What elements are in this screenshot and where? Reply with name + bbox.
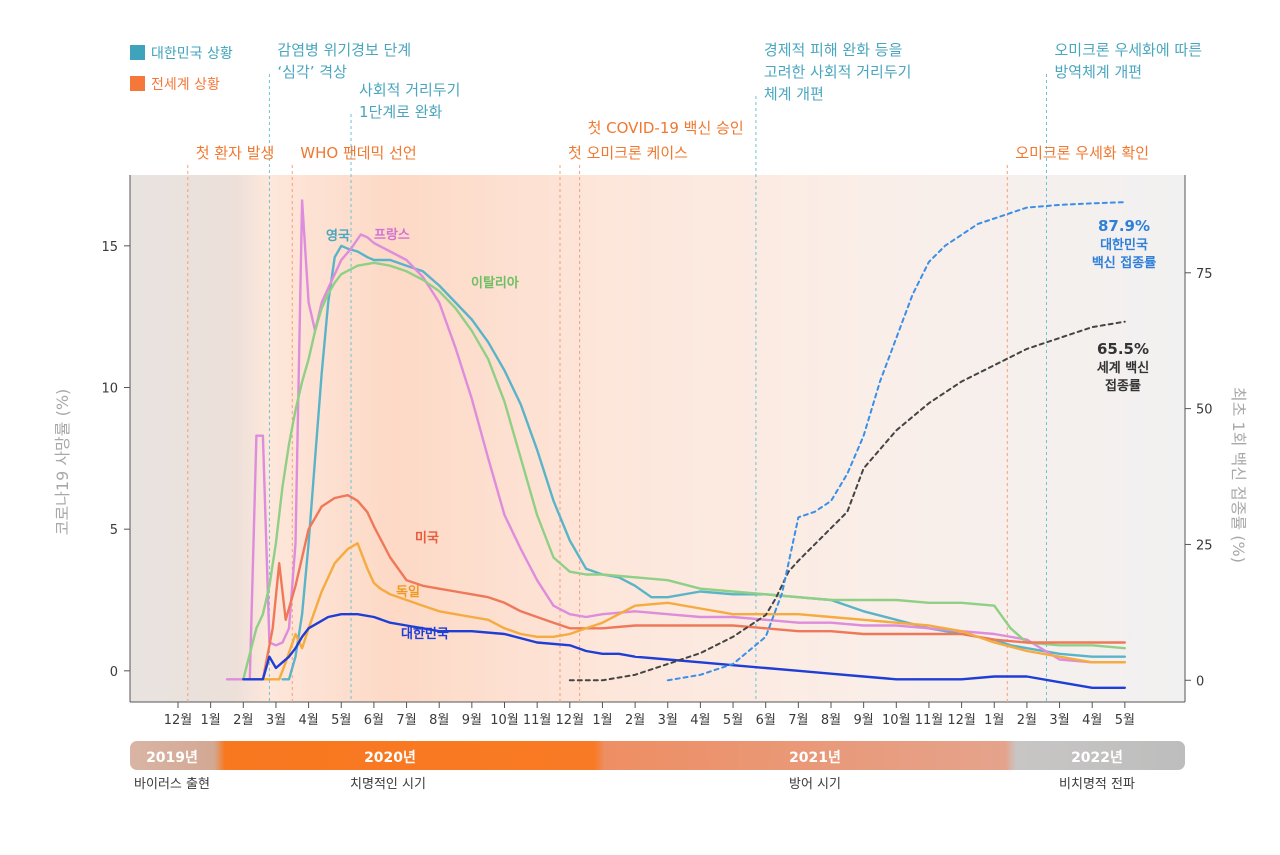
y-right-tick-label: 0 bbox=[1196, 674, 1204, 689]
phase-label-nonfatal: 비치명적 전파 bbox=[1059, 777, 1135, 792]
x-tick-label: 3월 bbox=[1049, 713, 1069, 728]
series-label-france: 프랑스 bbox=[374, 228, 410, 243]
y-axis-right-label: 최초 1회 백신 접종률 (%) bbox=[1229, 387, 1248, 563]
annotation-text: WHO 팬데믹 선언 bbox=[300, 144, 416, 162]
x-tick-label: 6월 bbox=[756, 713, 776, 728]
x-tick-label: 2월 bbox=[233, 713, 253, 728]
world-vaccine-line3: 접종률 bbox=[1105, 378, 1141, 394]
annotation-text: 1단계로 완화 bbox=[359, 103, 443, 121]
legend: 대한민국 상황 전세계 상황 bbox=[130, 45, 233, 93]
x-tick-label: 3월 bbox=[658, 713, 678, 728]
x-tick-label: 10월 bbox=[882, 713, 911, 728]
x-tick-label: 2월 bbox=[1017, 713, 1037, 728]
x-tick-label: 12월 bbox=[947, 713, 976, 728]
legend-swatch-world bbox=[130, 76, 145, 91]
annotation-text: 오미크론 우세화 확인 bbox=[1015, 144, 1149, 162]
x-tick-label: 8월 bbox=[821, 713, 841, 728]
x-tick-label: 11월 bbox=[915, 713, 944, 728]
x-tick-label: 7월 bbox=[396, 713, 416, 728]
series-line-이탈리아 bbox=[242, 261, 1127, 681]
annotation-text: 고려한 사회적 거리두기 bbox=[764, 63, 912, 81]
period-label-2022: 2022년 bbox=[1071, 750, 1123, 766]
phase-label-fatal: 치명적인 시기 bbox=[350, 777, 426, 792]
world-vaccine-line2: 세계 백신 bbox=[1097, 361, 1149, 376]
annotation-text: 첫 환자 발생 bbox=[196, 144, 275, 162]
series-line-대한민국-백신-접종률 bbox=[666, 201, 1126, 682]
x-tick-label: 1월 bbox=[201, 713, 221, 728]
annotation-text: 체계 개편 bbox=[764, 85, 824, 103]
legend-label-korea: 대한민국 상황 bbox=[151, 46, 233, 62]
annotation-text: 경제적 피해 완화 등을 bbox=[764, 41, 903, 59]
x-tick-label: 3월 bbox=[266, 713, 286, 728]
x-tick-label: 5월 bbox=[331, 713, 351, 728]
x-tick-label: 9월 bbox=[462, 713, 482, 728]
world-vaccine-pct: 65.5% bbox=[1097, 340, 1149, 358]
korea-vaccine-pct: 87.9% bbox=[1098, 217, 1150, 235]
annotation-text: 사회적 거리두기 bbox=[359, 81, 460, 99]
y-left-tick-label: 0 bbox=[110, 665, 118, 680]
series-label-germany: 독일 bbox=[396, 585, 420, 600]
x-tick-label: 2월 bbox=[625, 713, 645, 728]
series-line-독일 bbox=[258, 542, 1127, 681]
y-left-tick-label: 5 bbox=[110, 523, 118, 538]
series-line-프랑스 bbox=[225, 199, 1127, 681]
phase-label-defense: 방어 시기 bbox=[789, 777, 841, 792]
y-right-tick-label: 25 bbox=[1196, 538, 1213, 553]
x-tick-label: 4월 bbox=[298, 713, 318, 728]
series-group bbox=[225, 199, 1127, 689]
x-tick-label: 1월 bbox=[984, 713, 1004, 728]
annotation-text: 감염병 위기경보 단계 bbox=[277, 41, 411, 59]
series-line-세계-백신-접종률 bbox=[568, 320, 1126, 682]
annotation-text: ‘심각’ 격상 bbox=[277, 63, 347, 81]
series-line-대한민국 bbox=[242, 613, 1127, 689]
series-label-uk: 영국 bbox=[326, 229, 350, 244]
x-tick-label: 4월 bbox=[1082, 713, 1102, 728]
period-label-2020: 2020년 bbox=[364, 750, 416, 766]
x-tick-label: 5월 bbox=[1115, 713, 1135, 728]
phase-label-emergence: 바이러스 출현 bbox=[134, 777, 210, 792]
annotation-text: 첫 오미크론 케이스 bbox=[568, 144, 688, 162]
x-tick-label: 8월 bbox=[429, 713, 449, 728]
x-tick-label: 4월 bbox=[690, 713, 710, 728]
korea-vaccine-end-label: 87.9% 대한민국 백신 접종률 bbox=[1092, 217, 1156, 271]
korea-vaccine-line2: 대한민국 bbox=[1100, 237, 1148, 253]
korea-vaccine-line3: 백신 접종률 bbox=[1092, 255, 1156, 271]
series-label-usa: 미국 bbox=[415, 530, 439, 546]
y-axis-left-label: 코로나19 사망률 (%) bbox=[53, 389, 72, 536]
annotation-text: 방역체계 개편 bbox=[1054, 63, 1142, 81]
y-left-tick-label: 15 bbox=[101, 240, 118, 255]
y-ticks: 0 5 10 15 0 25 50 75 bbox=[101, 240, 1212, 689]
annotation-text: 오미크론 우세화에 따른 bbox=[1054, 41, 1202, 59]
legend-swatch-korea bbox=[130, 45, 145, 60]
legend-label-world: 전세계 상황 bbox=[151, 77, 220, 93]
series-label-italy: 이탈리아 bbox=[471, 275, 519, 291]
x-tick-label: 12월 bbox=[556, 713, 585, 728]
annotation-text: 첫 COVID-19 백신 승인 bbox=[588, 119, 744, 137]
y-left-tick-label: 10 bbox=[101, 382, 118, 397]
x-tick-label: 7월 bbox=[788, 713, 808, 728]
x-tick-label: 9월 bbox=[854, 713, 874, 728]
world-vaccine-end-label: 65.5% 세계 백신 접종률 bbox=[1097, 340, 1149, 394]
x-tick-label: 10월 bbox=[490, 713, 519, 728]
y-right-tick-label: 50 bbox=[1196, 403, 1213, 418]
period-label-2019: 2019년 bbox=[146, 750, 198, 766]
period-label-2021: 2021년 bbox=[789, 750, 841, 766]
series-label-korea: 대한민국 bbox=[401, 626, 449, 642]
x-tick-label: 11월 bbox=[523, 713, 552, 728]
y-right-tick-label: 75 bbox=[1196, 267, 1213, 282]
annotation-lines bbox=[187, 74, 1047, 702]
series-line-미국 bbox=[251, 494, 1127, 681]
x-tick-label: 1월 bbox=[592, 713, 612, 728]
period-bar bbox=[130, 741, 1185, 770]
x-tick-label: 12월 bbox=[164, 713, 193, 728]
x-tick-label: 5월 bbox=[723, 713, 743, 728]
x-ticks: 12월 1월 2월 3월 4월 5월 6월 7월 8월 9월 10월 11월 12월 1월 2월 3월 4월 5월… bbox=[164, 702, 1135, 728]
x-tick-label: 6월 bbox=[364, 713, 384, 728]
